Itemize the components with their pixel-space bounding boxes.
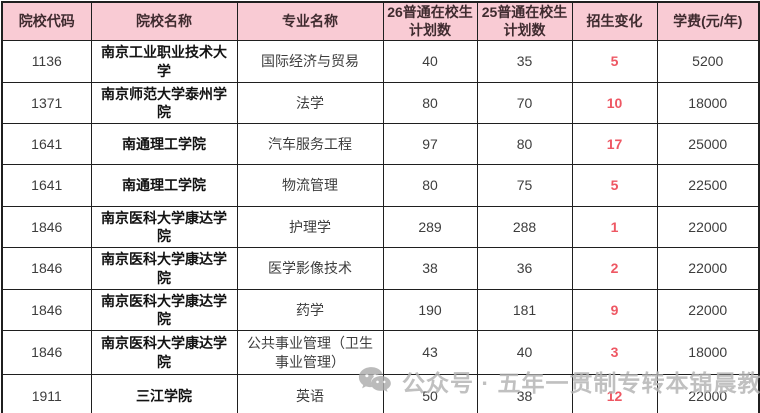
tuition-cell: 25000 bbox=[656, 123, 760, 165]
enrollment-change-cell: 2 bbox=[571, 247, 658, 290]
major-name-cell: 护理学 bbox=[236, 206, 384, 248]
plan-25-cell: 35 bbox=[476, 40, 573, 83]
table-row: 1371 南京师范大学泰州学院 法学 80 70 10 18000 bbox=[1, 82, 760, 124]
tuition-cell: 22000 bbox=[656, 374, 760, 413]
enrollment-change-cell: 9 bbox=[571, 289, 658, 331]
table-row: 1641 南通理工学院 物流管理 80 75 5 22500 bbox=[1, 164, 760, 207]
major-name-cell: 国际经济与贸易 bbox=[236, 40, 384, 83]
table-row: 1911 三江学院 英语 50 38 12 22000 bbox=[1, 374, 760, 413]
college-name-cell: 南京医科大学康达学院 bbox=[90, 206, 238, 248]
college-code-cell: 1641 bbox=[1, 123, 92, 165]
plan-25-cell: 288 bbox=[476, 206, 573, 248]
tuition-cell: 22000 bbox=[656, 289, 760, 331]
table-row: 1846 南京医科大学康达学院 医学影像技术 38 36 2 22000 bbox=[1, 247, 760, 290]
plan-25-cell: 40 bbox=[476, 330, 573, 375]
plan-26-cell: 80 bbox=[382, 164, 478, 207]
enrollment-change-cell: 17 bbox=[571, 123, 658, 165]
enrollment-change-cell: 1 bbox=[571, 206, 658, 248]
plan-25-cell: 70 bbox=[476, 82, 573, 124]
college-name-cell: 南京工业职业技术大学 bbox=[90, 40, 238, 83]
major-name-cell: 物流管理 bbox=[236, 164, 384, 207]
column-header-tuition: 学费(元/年) bbox=[656, 1, 760, 41]
plan-26-cell: 80 bbox=[382, 82, 478, 124]
plan-26-cell: 190 bbox=[382, 289, 478, 331]
college-name-cell: 南通理工学院 bbox=[90, 123, 238, 165]
college-name-cell: 南京医科大学康达学院 bbox=[90, 330, 238, 375]
college-name-cell: 南通理工学院 bbox=[90, 164, 238, 207]
college-name-cell: 南京医科大学康达学院 bbox=[90, 247, 238, 290]
enrollment-change-cell: 3 bbox=[571, 330, 658, 375]
table-row: 1846 南京医科大学康达学院 护理学 289 288 1 22000 bbox=[1, 206, 760, 248]
major-name-cell: 医学影像技术 bbox=[236, 247, 384, 290]
enrollment-change-cell: 10 bbox=[571, 82, 658, 124]
college-code-cell: 1846 bbox=[1, 330, 92, 375]
college-code-cell: 1846 bbox=[1, 247, 92, 290]
plan-26-cell: 43 bbox=[382, 330, 478, 375]
plan-25-cell: 75 bbox=[476, 164, 573, 207]
column-header-plan-25: 25普通在校生计划数 bbox=[476, 1, 573, 41]
tuition-cell: 18000 bbox=[656, 330, 760, 375]
table-body: 1136 南京工业职业技术大学 国际经济与贸易 40 35 5 5200 1371 南京师范大学… bbox=[1, 40, 760, 413]
plan-26-cell: 97 bbox=[382, 123, 478, 165]
college-code-cell: 1846 bbox=[1, 206, 92, 248]
college-code-cell: 1136 bbox=[1, 40, 92, 83]
plan-25-cell: 36 bbox=[476, 247, 573, 290]
tuition-cell: 22000 bbox=[656, 247, 760, 290]
tuition-cell: 22500 bbox=[656, 164, 760, 207]
plan-26-cell: 40 bbox=[382, 40, 478, 83]
major-name-cell: 汽车服务工程 bbox=[236, 123, 384, 165]
college-name-cell: 三江学院 bbox=[90, 374, 238, 413]
major-name-cell: 药学 bbox=[236, 289, 384, 331]
tuition-cell: 5200 bbox=[656, 40, 760, 83]
column-header-college-name: 院校名称 bbox=[90, 1, 238, 41]
college-code-cell: 1911 bbox=[1, 374, 92, 413]
column-header-enrollment-change: 招生变化 bbox=[571, 1, 658, 41]
enrollment-change-cell: 12 bbox=[571, 374, 658, 413]
plan-26-cell: 50 bbox=[382, 374, 478, 413]
column-header-major-name: 专业名称 bbox=[236, 1, 384, 41]
major-name-cell: 法学 bbox=[236, 82, 384, 124]
table-row: 1846 南京医科大学康达学院 药学 190 181 9 22000 bbox=[1, 289, 760, 331]
header-row: 院校代码 院校名称 专业名称 26普通在校生计划数 25普通在校生计划数 招生变化 学费(元… bbox=[1, 1, 760, 41]
plan-25-cell: 181 bbox=[476, 289, 573, 331]
enrollment-change-cell: 5 bbox=[571, 40, 658, 83]
college-code-cell: 1641 bbox=[1, 164, 92, 207]
column-header-plan-26: 26普通在校生计划数 bbox=[382, 1, 478, 41]
table-row: 1136 南京工业职业技术大学 国际经济与贸易 40 35 5 5200 bbox=[1, 40, 760, 83]
plan-26-cell: 38 bbox=[382, 247, 478, 290]
tuition-cell: 18000 bbox=[656, 82, 760, 124]
college-name-cell: 南京师范大学泰州学院 bbox=[90, 82, 238, 124]
plan-25-cell: 80 bbox=[476, 123, 573, 165]
enrollment-change-cell: 5 bbox=[571, 164, 658, 207]
college-code-cell: 1846 bbox=[1, 289, 92, 331]
major-name-cell: 英语 bbox=[236, 374, 384, 413]
plan-25-cell: 38 bbox=[476, 374, 573, 413]
table-row: 1641 南通理工学院 汽车服务工程 97 80 17 25000 bbox=[1, 123, 760, 165]
column-header-college-code: 院校代码 bbox=[1, 1, 92, 41]
tuition-cell: 22000 bbox=[656, 206, 760, 248]
major-name-cell: 公共事业管理（卫生事业管理） bbox=[236, 330, 384, 375]
plan-26-cell: 289 bbox=[382, 206, 478, 248]
college-code-cell: 1371 bbox=[1, 82, 92, 124]
college-name-cell: 南京医科大学康达学院 bbox=[90, 289, 238, 331]
table-row: 1846 南京医科大学康达学院 公共事业管理（卫生事业管理） 43 40 3 18000 bbox=[1, 330, 760, 375]
